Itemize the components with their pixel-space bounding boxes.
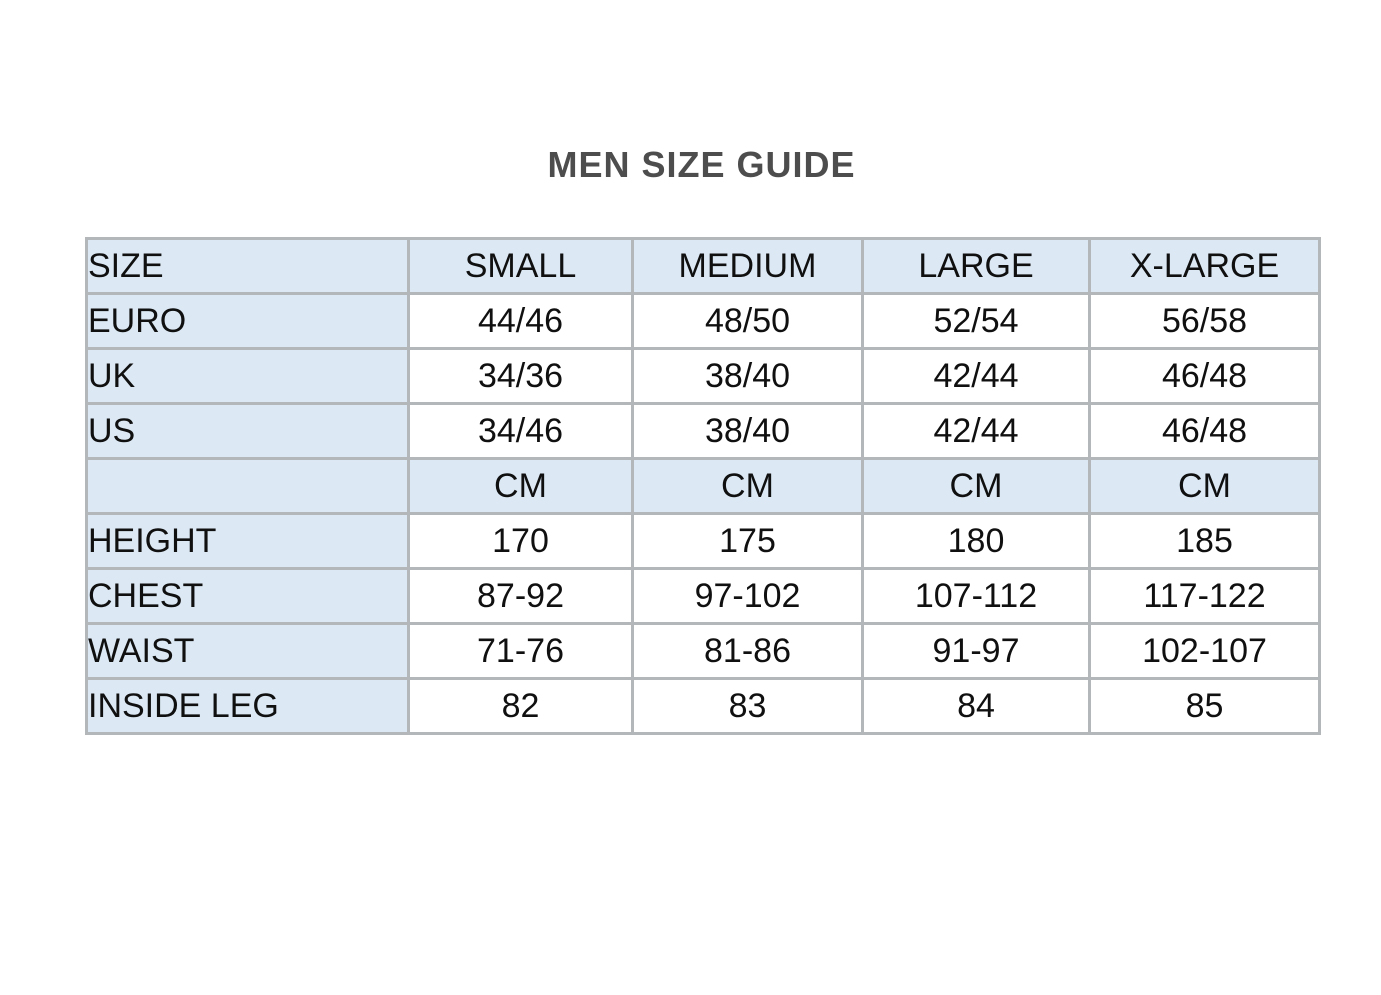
size-value-cell: 46/48 <box>1088 347 1321 405</box>
size-value-cell: 87-92 <box>407 567 634 625</box>
size-value-cell: 180 <box>861 512 1091 570</box>
size-value-cell: 185 <box>1088 512 1321 570</box>
size-value-cell: 84 <box>861 677 1091 735</box>
size-value-cell: 91-97 <box>861 622 1091 680</box>
size-value-cell: 97-102 <box>631 567 864 625</box>
unit-cell: CM <box>631 457 864 515</box>
column-header-size: SIZE <box>85 237 410 295</box>
size-value-cell: 46/48 <box>1088 402 1321 460</box>
row-label-uk: UK <box>85 347 410 405</box>
row-label-height: HEIGHT <box>85 512 410 570</box>
size-value-cell: 117-122 <box>1088 567 1321 625</box>
size-value-cell: 48/50 <box>631 292 864 350</box>
size-value-cell: 38/40 <box>631 402 864 460</box>
size-value-cell: 38/40 <box>631 347 864 405</box>
header-row: SIZE SMALL MEDIUM LARGE X-LARGE <box>85 237 1321 295</box>
size-value-cell: 34/36 <box>407 347 634 405</box>
size-value-cell: 82 <box>407 677 634 735</box>
size-value-cell: 170 <box>407 512 634 570</box>
column-header-medium: MEDIUM <box>631 237 864 295</box>
size-value-cell: 42/44 <box>861 402 1091 460</box>
size-value-cell: 52/54 <box>861 292 1091 350</box>
size-value-cell: 102-107 <box>1088 622 1321 680</box>
column-header-large: LARGE <box>861 237 1091 295</box>
column-header-small: SMALL <box>407 237 634 295</box>
size-value-cell: 85 <box>1088 677 1321 735</box>
table-row-chest: CHEST 87-92 97-102 107-112 117-122 <box>85 567 1321 625</box>
size-value-cell: 34/46 <box>407 402 634 460</box>
unit-cell: CM <box>407 457 634 515</box>
table-row-waist: WAIST 71-76 81-86 91-97 102-107 <box>85 622 1321 680</box>
table-row-uk: UK 34/36 38/40 42/44 46/48 <box>85 347 1321 405</box>
unit-cell: CM <box>1088 457 1321 515</box>
page-title: MEN SIZE GUIDE <box>547 144 856 185</box>
table-row-us: US 34/46 38/40 42/44 46/48 <box>85 402 1321 460</box>
table-row-euro: EURO 44/46 48/50 52/54 56/58 <box>85 292 1321 350</box>
size-value-cell: 42/44 <box>861 347 1091 405</box>
size-guide-table: SIZE SMALL MEDIUM LARGE X-LARGE EURO 44/… <box>85 237 1321 735</box>
unit-cell: CM <box>861 457 1091 515</box>
size-value-cell: 83 <box>631 677 864 735</box>
size-value-cell: 71-76 <box>407 622 634 680</box>
table-row-inside-leg: INSIDE LEG 82 83 84 85 <box>85 677 1321 735</box>
row-label-inside-leg: INSIDE LEG <box>85 677 410 735</box>
column-header-x-large: X-LARGE <box>1088 237 1321 295</box>
row-label-us: US <box>85 402 410 460</box>
table-row-cm-units: CM CM CM CM <box>85 457 1321 515</box>
size-value-cell: 44/46 <box>407 292 634 350</box>
row-label-euro: EURO <box>85 292 410 350</box>
size-value-cell: 107-112 <box>861 567 1091 625</box>
table-row-height: HEIGHT 170 175 180 185 <box>85 512 1321 570</box>
size-value-cell: 56/58 <box>1088 292 1321 350</box>
size-value-cell: 81-86 <box>631 622 864 680</box>
row-label-empty <box>85 457 410 515</box>
row-label-chest: CHEST <box>85 567 410 625</box>
row-label-waist: WAIST <box>85 622 410 680</box>
size-value-cell: 175 <box>631 512 864 570</box>
